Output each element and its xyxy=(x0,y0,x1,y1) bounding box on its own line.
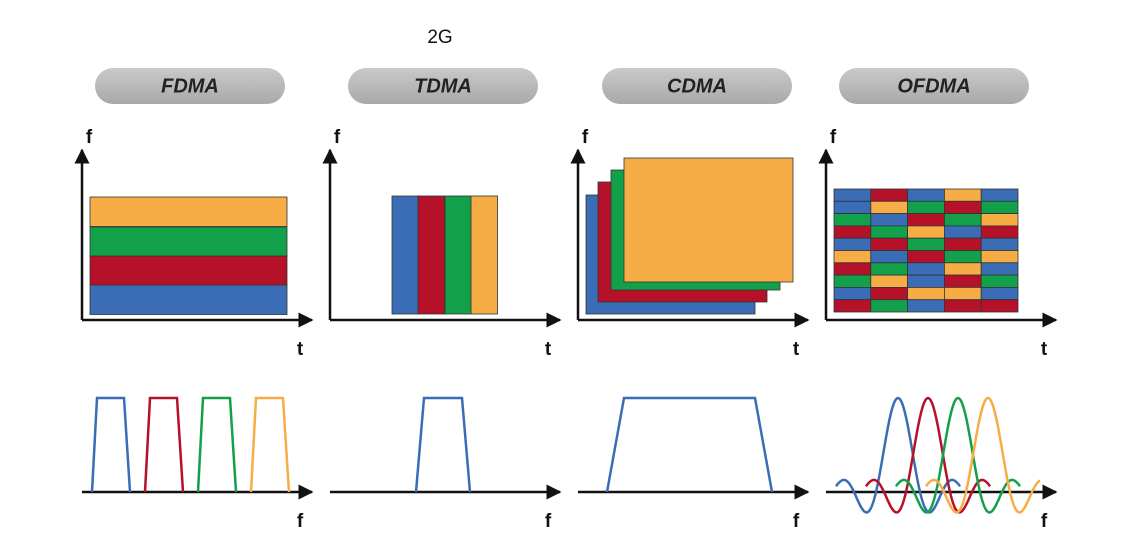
subcarrier-block xyxy=(870,237,908,251)
spectrum-axis-label: f xyxy=(793,511,800,532)
subcarrier-block xyxy=(870,286,908,301)
subcarrier-block xyxy=(833,274,872,288)
subcarrier-block xyxy=(907,200,945,215)
subcarrier-block xyxy=(944,262,982,276)
subcarrier-block xyxy=(833,200,872,215)
subcarrier-curve xyxy=(834,396,962,514)
subcarrier-block xyxy=(944,213,982,227)
y-axis-label: f xyxy=(830,127,837,148)
subcarrier-block xyxy=(944,250,982,264)
subcarrier-block xyxy=(907,274,945,288)
x-axis-label: t xyxy=(297,339,304,360)
subcarrier-block xyxy=(944,225,982,239)
subcarrier-block xyxy=(870,274,908,288)
block xyxy=(89,255,288,286)
pill-label: TDMA xyxy=(414,75,472,97)
subcarrier-block xyxy=(944,237,982,251)
spectrum-curve xyxy=(196,396,238,493)
subcarrier-block xyxy=(907,262,945,276)
subcarrier-curve xyxy=(864,396,992,514)
subcarrier-block xyxy=(870,188,908,202)
pill-label: CDMA xyxy=(667,75,727,97)
subcarrier-block xyxy=(980,299,1019,313)
subcarrier-block xyxy=(870,225,908,239)
block xyxy=(444,195,472,315)
y-axis-label: f xyxy=(334,127,341,148)
subcarrier-block xyxy=(980,188,1019,202)
y-axis-label: f xyxy=(582,127,589,148)
spectrum-curve xyxy=(90,396,132,493)
subcarrier-block xyxy=(980,286,1019,301)
x-axis-label: t xyxy=(545,339,552,360)
x-axis-label: t xyxy=(793,339,800,360)
subcarrier-block xyxy=(907,188,945,202)
subcarrier-block xyxy=(944,274,982,288)
subcarrier-block xyxy=(944,188,982,202)
block xyxy=(89,284,288,315)
block xyxy=(417,195,445,315)
subcarrier-block xyxy=(907,299,945,313)
subcarrier-block xyxy=(907,286,945,301)
subcarrier-curve xyxy=(894,396,1022,514)
subcarrier-block xyxy=(980,225,1019,239)
subcarrier-block xyxy=(980,274,1019,288)
subcarrier-block xyxy=(870,250,908,264)
subcarrier-block xyxy=(907,250,945,264)
subcarrier-block xyxy=(833,286,872,301)
pill xyxy=(348,68,538,104)
y-axis-label: f xyxy=(86,127,93,148)
spectrum-axis-label: f xyxy=(297,511,304,532)
subcarrier-block xyxy=(870,213,908,227)
subcarrier-block xyxy=(833,213,872,227)
subcarrier-block xyxy=(944,299,982,313)
subcarrier-block xyxy=(980,262,1019,276)
subcarrier-block xyxy=(833,250,872,264)
subcarrier-block xyxy=(944,286,982,301)
pill xyxy=(839,68,1029,104)
subcarrier-block xyxy=(980,213,1019,227)
block xyxy=(89,226,288,257)
pill xyxy=(95,68,285,104)
subcarrier-block xyxy=(907,237,945,251)
subcarrier-block xyxy=(907,225,945,239)
pill-label: FDMA xyxy=(161,75,219,97)
subcarrier-block xyxy=(980,200,1019,215)
spectrum-axis-label: f xyxy=(1041,511,1048,532)
spectrum-curve xyxy=(143,396,185,493)
subcarrier-block xyxy=(833,299,872,313)
block xyxy=(391,195,419,315)
spectrum-curve xyxy=(414,396,472,493)
subcarrier-block xyxy=(870,299,908,313)
block xyxy=(89,196,288,227)
block xyxy=(470,195,498,315)
spectrum-curve xyxy=(249,396,291,493)
subcarrier-block xyxy=(833,225,872,239)
subcarrier-block xyxy=(833,237,872,251)
subcarrier-block xyxy=(833,262,872,276)
spectrum-curve xyxy=(605,396,774,493)
block xyxy=(623,157,794,283)
subcarrier-block xyxy=(833,188,872,202)
title: 2G xyxy=(427,27,452,48)
pill xyxy=(602,68,792,104)
subcarrier-curve xyxy=(924,396,1041,514)
x-axis-label: t xyxy=(1041,339,1048,360)
subcarrier-block xyxy=(870,200,908,215)
pill-label: OFDMA xyxy=(897,75,970,97)
subcarrier-block xyxy=(907,213,945,227)
subcarrier-block xyxy=(944,200,982,215)
spectrum-axis-label: f xyxy=(545,511,552,532)
subcarrier-block xyxy=(870,262,908,276)
subcarrier-block xyxy=(980,250,1019,264)
subcarrier-block xyxy=(980,237,1019,251)
